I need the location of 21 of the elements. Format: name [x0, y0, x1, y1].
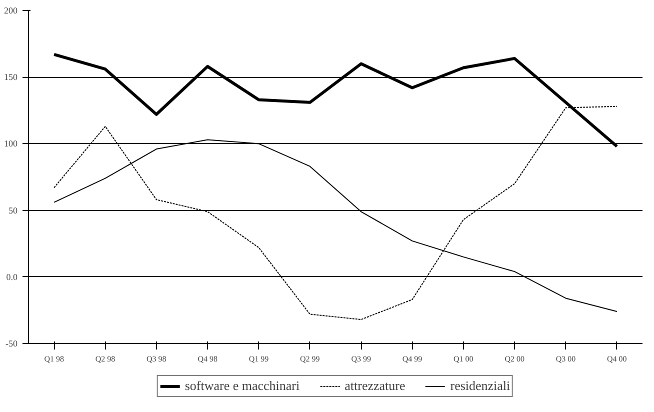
y-tick-label: 50: [8, 205, 18, 216]
x-tick-label: Q3 99: [351, 354, 371, 364]
x-tick-label: Q2 99: [300, 354, 320, 364]
x-tick-label: Q1 99: [248, 354, 269, 364]
x-tick-label: Q2 98: [95, 354, 116, 364]
y-tick-label: 100: [4, 138, 18, 149]
x-tick-label: Q4 99: [402, 354, 422, 364]
legend-label: software e macchinari: [184, 378, 300, 394]
y-tick-label: -50: [6, 338, 18, 348]
legend-label: attrezzature: [344, 378, 406, 394]
x-tick-label: Q4 00: [607, 354, 627, 364]
x-tick-label: Q1 00: [454, 354, 474, 364]
legend-label: residenziali: [450, 378, 510, 394]
y-tick-label: 200: [4, 6, 18, 16]
y-tick-label: 0.0: [6, 272, 18, 282]
y-tick-label: 150: [4, 72, 18, 82]
x-tick-label: Q2 00: [504, 354, 524, 364]
x-tick-label: Q3 00: [556, 354, 576, 364]
x-tick-label: Q1 98: [44, 354, 64, 364]
x-tick-label: Q4 98: [198, 354, 218, 364]
x-tick-label: Q3 98: [146, 354, 166, 364]
